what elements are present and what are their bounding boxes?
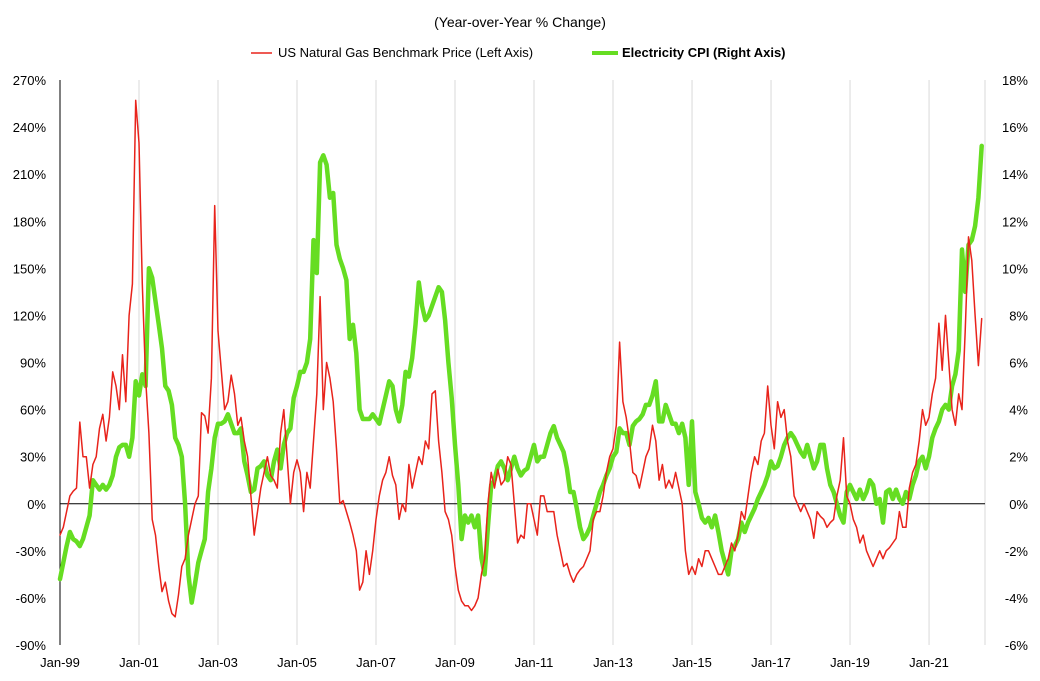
legend-label-electricity: Electricity CPI (Right Axis) <box>622 45 786 60</box>
right-y-tick-label: -2% <box>1005 544 1029 559</box>
x-tick-label: Jan-03 <box>198 655 238 670</box>
right-y-tick-label: 12% <box>1002 214 1028 229</box>
left-y-tick-label: 150% <box>13 261 47 276</box>
x-tick-label: Jan-07 <box>356 655 396 670</box>
right-y-tick-label: 14% <box>1002 167 1028 182</box>
left-y-tick-label: 0% <box>27 497 46 512</box>
left-y-tick-label: 30% <box>20 450 46 465</box>
left-y-tick-label: 210% <box>13 167 47 182</box>
left-y-tick-label: -30% <box>16 544 47 559</box>
legend-label-natural-gas: US Natural Gas Benchmark Price (Left Axi… <box>278 45 533 60</box>
right-y-tick-label: 0% <box>1009 497 1028 512</box>
x-tick-label: Jan-13 <box>593 655 633 670</box>
x-tick-label: Jan-17 <box>751 655 791 670</box>
chart-subtitle: (Year-over-Year % Change) <box>434 14 606 30</box>
right-y-tick-label: 6% <box>1009 356 1028 371</box>
x-tick-label: Jan-19 <box>830 655 870 670</box>
legend: US Natural Gas Benchmark Price (Left Axi… <box>251 45 786 60</box>
axes: Jan-99 Jan-01 Jan-03 Jan-05 Jan-07 Jan-09 Jan-… <box>13 73 1029 670</box>
x-tick-label: Jan-99 <box>40 655 80 670</box>
left-y-tick-label: 270% <box>13 73 47 88</box>
right-y-tick-label: 10% <box>1002 261 1028 276</box>
series-line-electricity <box>57 143 984 605</box>
right-y-tick-label: 4% <box>1009 403 1028 418</box>
right-y-tick-label: 8% <box>1009 308 1028 323</box>
left-y-tick-label: 180% <box>13 214 47 229</box>
left-y-tick-label: 90% <box>20 356 46 371</box>
right-y-tick-label: 16% <box>1002 120 1028 135</box>
right-y-tick-label: 2% <box>1009 450 1028 465</box>
left-y-tick-label: 60% <box>20 403 46 418</box>
x-tick-label: Jan-15 <box>672 655 712 670</box>
left-y-tick-label: -90% <box>16 638 47 653</box>
left-y-tick-label: 240% <box>13 120 47 135</box>
x-tick-label: Jan-11 <box>515 655 554 670</box>
series-line-natural-gas <box>59 99 983 618</box>
series-layer <box>57 99 984 618</box>
x-tick-label: Jan-21 <box>909 655 949 670</box>
gridlines <box>138 80 986 645</box>
left-y-tick-label: -60% <box>16 591 47 606</box>
right-y-tick-label: 18% <box>1002 73 1028 88</box>
right-y-tick-label: -6% <box>1005 638 1029 653</box>
x-tick-label: Jan-09 <box>435 655 475 670</box>
x-tick-label: Jan-05 <box>277 655 317 670</box>
left-y-tick-label: 120% <box>13 308 47 323</box>
right-y-tick-label: -4% <box>1005 591 1029 606</box>
x-tick-label: Jan-01 <box>119 655 159 670</box>
